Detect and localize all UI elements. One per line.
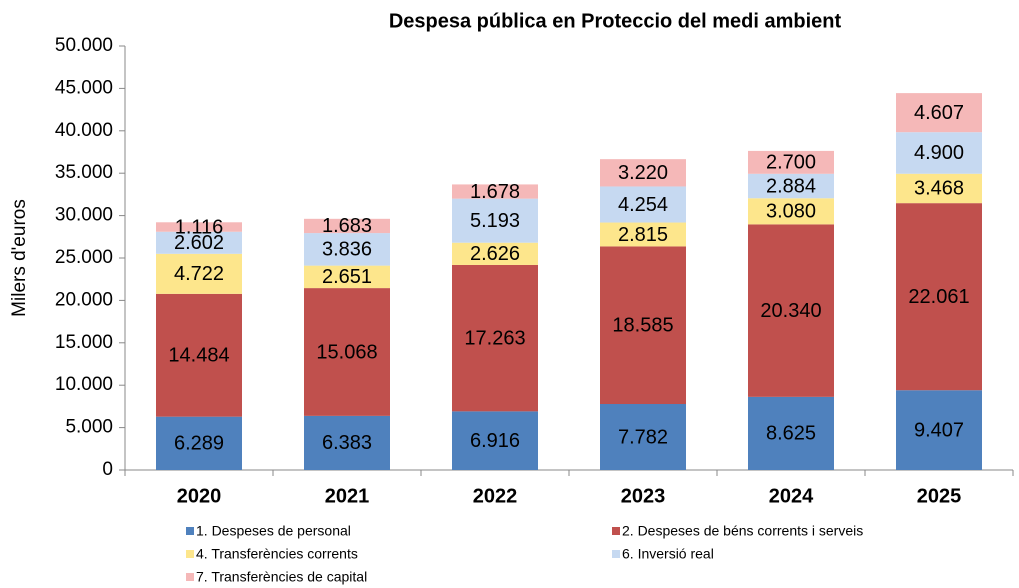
- bar-segment: [156, 293, 242, 417]
- bar-segment: [304, 415, 390, 470]
- bar-segment: [748, 173, 834, 199]
- bar-segment: [156, 231, 242, 254]
- bar-segment: [452, 242, 538, 265]
- data-label: 1.683: [322, 215, 372, 237]
- bar-segment: [452, 198, 538, 243]
- data-label: 4.900: [914, 142, 964, 164]
- legend-label: 7. Transferències de capital: [196, 569, 367, 585]
- data-label: 3.080: [766, 201, 816, 223]
- data-label: 3.220: [618, 162, 668, 184]
- data-label: 6.916: [470, 430, 520, 452]
- data-label: 2.815: [618, 224, 668, 246]
- y-tick-label: 25.000: [55, 247, 113, 268]
- data-label: 6.289: [174, 433, 224, 455]
- data-label: 2.602: [174, 232, 224, 254]
- data-label: 1.678: [470, 181, 520, 203]
- bar-segment: [748, 198, 834, 225]
- data-label: 4.607: [914, 102, 964, 124]
- y-tick-label: 35.000: [55, 162, 113, 183]
- bar-segment: [452, 264, 538, 412]
- legend-label: 2. Despeses de béns corrents i serveis: [622, 523, 863, 539]
- bar-segment: [600, 186, 686, 223]
- bar-segment: [600, 246, 686, 405]
- legend-swatch: [186, 550, 194, 558]
- y-tick-label: 10.000: [55, 374, 113, 395]
- data-label: 6.383: [322, 432, 372, 454]
- bar-segment: [452, 411, 538, 470]
- data-label: 15.068: [316, 341, 377, 363]
- bar-segment: [156, 416, 242, 470]
- data-label: 3.836: [322, 239, 372, 261]
- data-label: 1.116: [175, 216, 224, 238]
- chart-title: Despesa pública en Proteccio del medi am…: [389, 10, 842, 32]
- x-tick-label: 2022: [473, 485, 518, 507]
- data-label: 7.782: [618, 426, 668, 448]
- bar-segment: [156, 222, 242, 232]
- x-tick-label: 2020: [177, 485, 222, 507]
- bar-segment: [896, 132, 982, 174]
- y-tick-label: 15.000: [55, 332, 113, 353]
- x-tick-label: 2025: [917, 485, 962, 507]
- bar-segment: [156, 253, 242, 294]
- bar-segment: [896, 390, 982, 470]
- legend-label: 4. Transferències corrents: [196, 546, 358, 562]
- x-tick-label: 2021: [325, 485, 370, 507]
- y-tick-label: 30.000: [55, 205, 113, 226]
- bar-segment: [600, 159, 686, 187]
- bar-segment: [748, 396, 834, 470]
- legend-swatch: [612, 550, 620, 558]
- legend-label: 6. Inversió real: [622, 546, 714, 562]
- legend-swatch: [186, 527, 194, 535]
- bar-segment: [452, 184, 538, 199]
- bar-segment: [896, 173, 982, 204]
- bar-segment: [748, 224, 834, 397]
- data-label: 18.585: [612, 314, 673, 336]
- y-tick-label: 50.000: [55, 35, 113, 56]
- x-tick-label: 2023: [621, 485, 666, 507]
- data-label: 2.884: [766, 175, 816, 197]
- y-tick-label: 0: [102, 459, 113, 480]
- legend-label: 1. Despeses de personal: [196, 523, 351, 539]
- data-label: 2.700: [766, 152, 816, 174]
- bar-segment: [304, 218, 390, 234]
- data-label: 2.626: [470, 243, 520, 265]
- data-label: 4.254: [618, 194, 668, 216]
- bar-segment: [304, 288, 390, 416]
- bar-segment: [600, 222, 686, 247]
- x-tick-label: 2024: [769, 485, 814, 507]
- data-label: 4.722: [174, 263, 224, 285]
- data-label: 22.061: [908, 286, 969, 308]
- data-label: 9.407: [914, 419, 964, 441]
- bar-segment: [748, 150, 834, 174]
- data-label: 20.340: [760, 300, 821, 322]
- y-tick-label: 40.000: [55, 120, 113, 141]
- y-tick-label: 5.000: [65, 417, 113, 438]
- bar-segment: [600, 404, 686, 470]
- bar-segment: [896, 93, 982, 133]
- y-axis-label: Milers d'euros: [9, 199, 30, 317]
- bar-segment: [896, 203, 982, 391]
- y-tick-label: 20.000: [55, 289, 113, 310]
- y-tick-label: 45.000: [55, 77, 113, 98]
- data-label: 2.651: [322, 266, 372, 288]
- data-label: 5.193: [470, 210, 520, 232]
- bar-segment: [304, 233, 390, 266]
- data-label: 8.625: [766, 423, 816, 445]
- legend-swatch: [612, 527, 620, 535]
- data-label: 14.484: [168, 345, 229, 367]
- data-label: 3.468: [914, 178, 964, 200]
- data-label: 17.263: [464, 327, 525, 349]
- bar-segment: [304, 265, 390, 289]
- legend-swatch: [186, 573, 194, 581]
